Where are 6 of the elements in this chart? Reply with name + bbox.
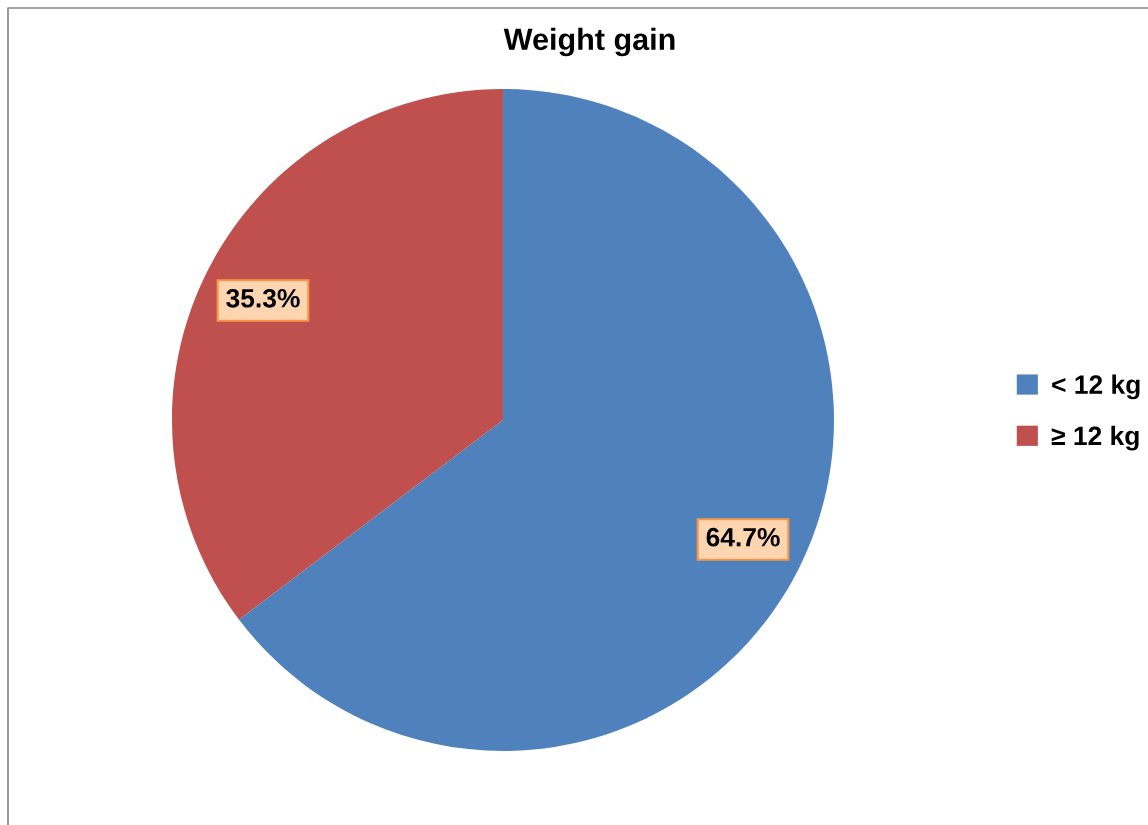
legend-label: < 12 kg	[1052, 374, 1140, 400]
data-label: 35.3%	[226, 288, 300, 308]
legend-label: ≥ 12 kg	[1051, 425, 1139, 451]
pie-slice	[172, 89, 503, 620]
chart-title: Weight gain	[503, 27, 675, 57]
data-label: 64.7%	[706, 527, 780, 547]
